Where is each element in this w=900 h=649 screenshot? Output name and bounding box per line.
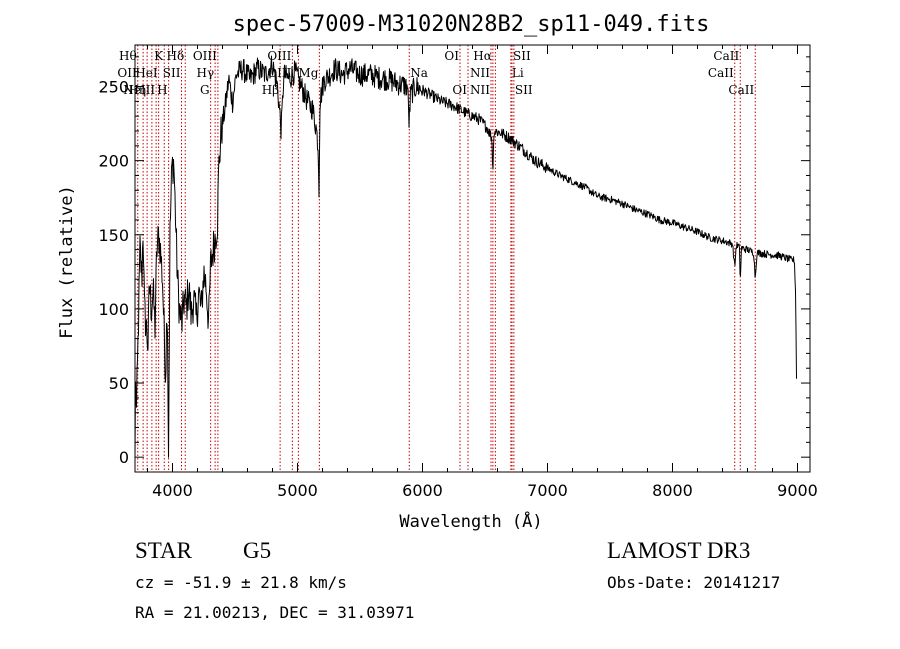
- line-label: H: [157, 83, 167, 97]
- y-tick-label: 0: [119, 448, 129, 467]
- line-label: Hθ: [119, 49, 137, 63]
- line-label: G: [200, 83, 210, 97]
- spectrum-layer: [134, 55, 797, 458]
- x-tick-label: 9000: [777, 481, 818, 500]
- line-label: K: [154, 49, 164, 63]
- x-tick-label: 8000: [652, 481, 693, 500]
- line-label: Hδ: [167, 49, 185, 63]
- plot-frame: [134, 44, 811, 473]
- line-label: CaII: [728, 83, 754, 97]
- line-label: OI: [444, 49, 459, 63]
- line-label: SII: [515, 83, 533, 97]
- x-tick-label: 4000: [152, 481, 193, 500]
- redshift-text: cz = -51.9 ± 21.8 km/s: [135, 573, 347, 592]
- line-label: NII: [470, 83, 490, 97]
- line-label: OII: [117, 66, 137, 80]
- line-label: SII: [163, 66, 181, 80]
- line-label: Hβ: [262, 83, 279, 97]
- chart-title: spec-57009-M31020N28B2_sp11-049.fits: [233, 12, 710, 37]
- x-tick-label: 5000: [277, 481, 318, 500]
- line-label: OIII: [267, 49, 291, 63]
- y-tick-label: 200: [98, 152, 129, 171]
- x-axis-label: Wavelength (Å): [399, 510, 542, 532]
- line-label: Li: [512, 66, 524, 80]
- x-tick-label: 6000: [402, 481, 443, 500]
- line-label: NeIII: [123, 83, 155, 97]
- object-class: STAR: [135, 538, 192, 563]
- axes: 4000 5000 6000 7000 8000 9000 0 50 100 150 200 250: [98, 44, 818, 500]
- line-label: OI: [452, 83, 467, 97]
- line-label: OIII: [193, 49, 217, 63]
- line-label: CaII: [713, 49, 739, 63]
- y-tick-label: 150: [98, 226, 129, 245]
- line-label: NII: [470, 66, 490, 80]
- line-label: Mg: [298, 66, 318, 80]
- line-label: Hγ: [196, 66, 214, 80]
- y-tick-label: 50: [109, 374, 129, 393]
- survey-name: LAMOST DR3: [607, 538, 751, 563]
- y-axis-label: Flux (relative): [57, 185, 77, 339]
- spectrum-line: [134, 55, 797, 458]
- y-tick-label: 100: [98, 300, 129, 319]
- coordinates-text: RA = 21.00213, DEC = 31.03971: [135, 603, 415, 622]
- line-label: CaII: [708, 66, 734, 80]
- object-subclass: G5: [243, 538, 272, 563]
- line-label: SII: [513, 49, 531, 63]
- line-label: HeI: [135, 66, 158, 80]
- line-label: Na: [410, 66, 428, 80]
- obs-date-text: Obs-Date: 20141217: [607, 573, 781, 592]
- x-tick-label: 7000: [527, 481, 568, 500]
- y-tick-label: 250: [98, 78, 129, 97]
- line-label: Hα: [473, 49, 492, 63]
